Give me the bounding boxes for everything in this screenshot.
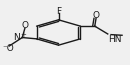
Text: O: O	[93, 11, 100, 20]
Text: N: N	[14, 33, 20, 42]
Text: ⁻O: ⁻O	[2, 44, 14, 53]
Text: HN: HN	[108, 35, 122, 44]
Text: +: +	[20, 32, 26, 38]
Text: O: O	[21, 21, 28, 30]
Text: F: F	[56, 7, 61, 16]
